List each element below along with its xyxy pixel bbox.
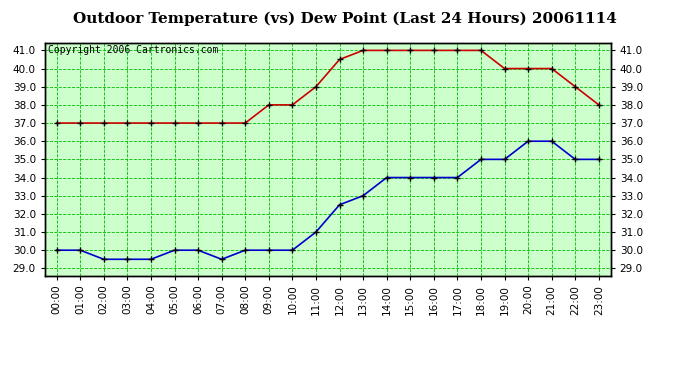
Text: Outdoor Temperature (vs) Dew Point (Last 24 Hours) 20061114: Outdoor Temperature (vs) Dew Point (Last… [73, 11, 617, 26]
Text: Copyright 2006 Cartronics.com: Copyright 2006 Cartronics.com [48, 45, 218, 56]
